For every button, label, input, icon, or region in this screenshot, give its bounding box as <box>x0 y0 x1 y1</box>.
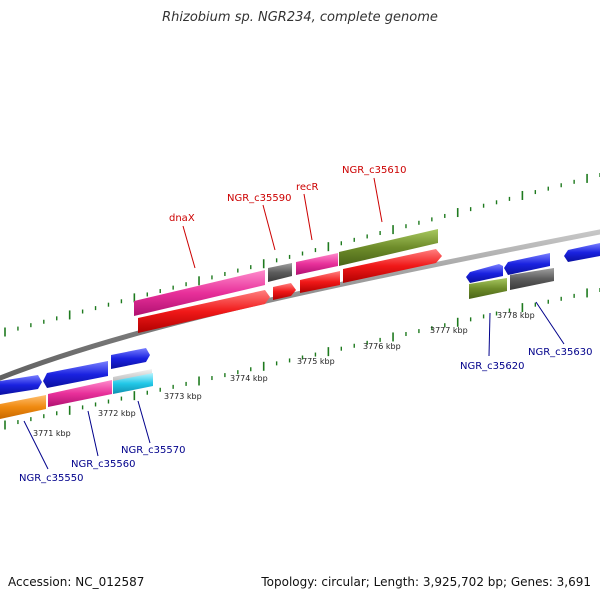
scale-label-3775: 3775 kbp <box>297 357 335 366</box>
label-recR: recR <box>296 182 319 193</box>
label-NGR_c35570: NGR_c35570 <box>121 445 186 456</box>
genome-title: Rhizobium sp. NGR234, complete genome <box>162 10 438 25</box>
leader-lines-blue <box>23 301 565 470</box>
footer-stats: Topology: circular; Length: 3,925,702 bp… <box>261 575 591 589</box>
tick-marks-lower <box>4 288 600 430</box>
gene-cyan <box>113 373 153 394</box>
gene-blue-1 <box>0 375 42 395</box>
scale-label-3776: 3776 kbp <box>363 342 401 351</box>
gene-blue-right-1 <box>466 264 503 283</box>
gene-red-3 <box>300 271 340 293</box>
gene-recR <box>296 253 338 275</box>
tick-marks-upper <box>4 173 600 337</box>
gene-red-1 <box>138 290 270 333</box>
gene-NGR_c35620 <box>469 278 507 299</box>
label-NGR_c35560: NGR_c35560 <box>71 459 136 470</box>
gene-NGR_c35610 <box>339 229 438 266</box>
scale-label-3771: 3771 kbp <box>33 429 71 438</box>
gene-dnaX <box>134 270 265 316</box>
gene-blue-3 <box>111 348 150 369</box>
gene-labels-blue: NGR_c35550 NGR_c35560 NGR_c35570 NGR_c35… <box>19 347 593 484</box>
label-NGR_c35620: NGR_c35620 <box>460 361 525 372</box>
gene-blue-right-2 <box>504 253 550 275</box>
gene-silver <box>113 369 152 382</box>
gene-red-4 <box>343 249 442 283</box>
label-NGR_c35590: NGR_c35590 <box>227 193 292 204</box>
gene-labels-red: dnaX NGR_c35590 recR NGR_c35610 <box>169 165 407 224</box>
scale-labels: 3771 kbp 3772 kbp 3773 kbp 3774 kbp 3775… <box>33 311 535 438</box>
gene-orange <box>0 395 46 419</box>
label-NGR_c35630: NGR_c35630 <box>528 347 593 358</box>
scale-label-3778: 3778 kbp <box>497 311 535 320</box>
gene-pink-lower <box>48 380 112 407</box>
label-dnaX: dnaX <box>169 213 195 224</box>
gene-blue-2 <box>43 361 108 388</box>
footer-accession: Accession: NC_012587 <box>8 575 145 589</box>
scale-label-3777: 3777 kbp <box>430 326 468 335</box>
scale-label-3773: 3773 kbp <box>164 392 202 401</box>
gene-NGR_c35630 <box>510 268 554 290</box>
gene-NGR_c35590 <box>268 263 292 282</box>
label-NGR_c35550: NGR_c35550 <box>19 473 84 484</box>
gene-red-2 <box>273 283 296 300</box>
leader-lines-red <box>182 177 383 269</box>
label-NGR_c35610: NGR_c35610 <box>342 165 407 176</box>
scale-label-3772: 3772 kbp <box>98 409 136 418</box>
gene-blue-right-3 <box>564 243 600 262</box>
scale-label-3774: 3774 kbp <box>230 374 268 383</box>
